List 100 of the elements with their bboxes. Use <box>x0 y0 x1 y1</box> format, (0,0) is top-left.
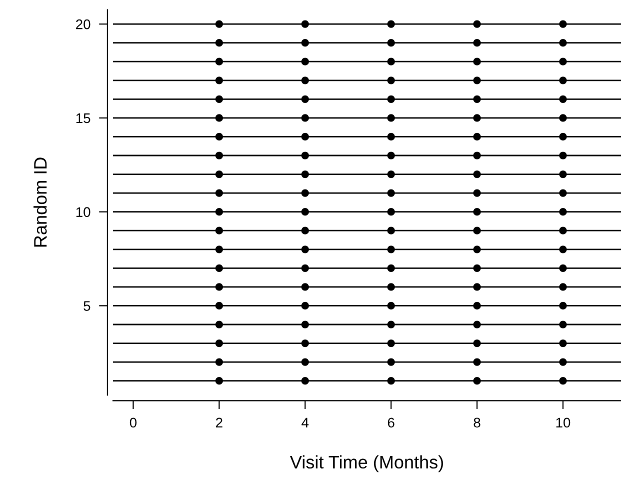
point <box>473 246 481 254</box>
y-tick-label: 10 <box>76 207 90 218</box>
point <box>301 152 309 160</box>
point <box>387 208 395 216</box>
x-tick-label: 10 <box>556 418 570 428</box>
point <box>473 170 481 178</box>
point <box>301 114 309 122</box>
point <box>473 76 481 84</box>
point <box>387 377 395 385</box>
point <box>559 302 567 310</box>
point <box>473 302 481 310</box>
point <box>301 95 309 103</box>
point <box>215 58 223 66</box>
point <box>559 189 567 197</box>
point <box>559 152 567 160</box>
point <box>215 208 223 216</box>
point <box>387 320 395 328</box>
point <box>215 226 223 234</box>
point <box>387 95 395 103</box>
point <box>559 246 567 254</box>
point <box>215 39 223 47</box>
x-tick-label: 4 <box>302 418 309 428</box>
point <box>301 358 309 366</box>
point <box>559 358 567 366</box>
point <box>301 226 309 234</box>
point <box>301 189 309 197</box>
point <box>387 283 395 291</box>
x-axis-title: Visit Time (Months) <box>290 455 443 472</box>
point <box>301 20 309 28</box>
point <box>473 283 481 291</box>
point <box>215 152 223 160</box>
point <box>215 132 223 141</box>
point <box>473 95 481 103</box>
point <box>301 58 309 66</box>
point <box>473 20 481 28</box>
point <box>387 189 395 197</box>
point <box>559 377 567 385</box>
point <box>559 208 567 216</box>
point <box>387 358 395 366</box>
point <box>215 283 223 291</box>
point <box>215 189 223 197</box>
point <box>473 264 481 272</box>
point <box>215 20 223 28</box>
point <box>215 320 223 328</box>
point <box>473 114 481 122</box>
point <box>301 302 309 310</box>
point <box>559 320 567 328</box>
point <box>387 152 395 160</box>
point <box>473 377 481 385</box>
point <box>387 58 395 66</box>
point <box>215 170 223 178</box>
point <box>387 132 395 141</box>
point <box>473 320 481 328</box>
point <box>301 339 309 348</box>
y-tick-label: 20 <box>76 19 90 30</box>
point <box>559 264 567 272</box>
point <box>473 58 481 66</box>
point <box>301 320 309 328</box>
point <box>301 132 309 141</box>
point <box>473 152 481 160</box>
point <box>301 283 309 291</box>
x-tick-label: 6 <box>388 418 394 428</box>
point <box>215 95 223 103</box>
point <box>559 339 567 348</box>
point <box>559 95 567 103</box>
point <box>473 226 481 234</box>
point <box>215 377 223 385</box>
point <box>215 246 223 254</box>
x-tick-label: 2 <box>216 418 222 428</box>
point <box>387 264 395 272</box>
point <box>473 39 481 47</box>
point <box>387 76 395 84</box>
point <box>559 76 567 84</box>
point <box>215 264 223 272</box>
point <box>301 170 309 178</box>
point <box>559 39 567 47</box>
point <box>387 39 395 47</box>
point <box>559 132 567 141</box>
point <box>559 226 567 234</box>
point <box>215 339 223 348</box>
point <box>559 283 567 291</box>
point <box>387 170 395 178</box>
point <box>301 377 309 385</box>
point <box>387 246 395 254</box>
point <box>215 358 223 366</box>
point <box>301 246 309 254</box>
point <box>387 114 395 122</box>
point <box>559 20 567 28</box>
y-tick-label: 15 <box>76 113 90 124</box>
point <box>301 76 309 84</box>
point <box>473 208 481 216</box>
point <box>473 339 481 348</box>
point <box>215 114 223 122</box>
point <box>215 302 223 310</box>
point <box>473 189 481 197</box>
point <box>301 264 309 272</box>
point <box>301 208 309 216</box>
point <box>473 358 481 366</box>
point <box>559 170 567 178</box>
point <box>559 114 567 122</box>
